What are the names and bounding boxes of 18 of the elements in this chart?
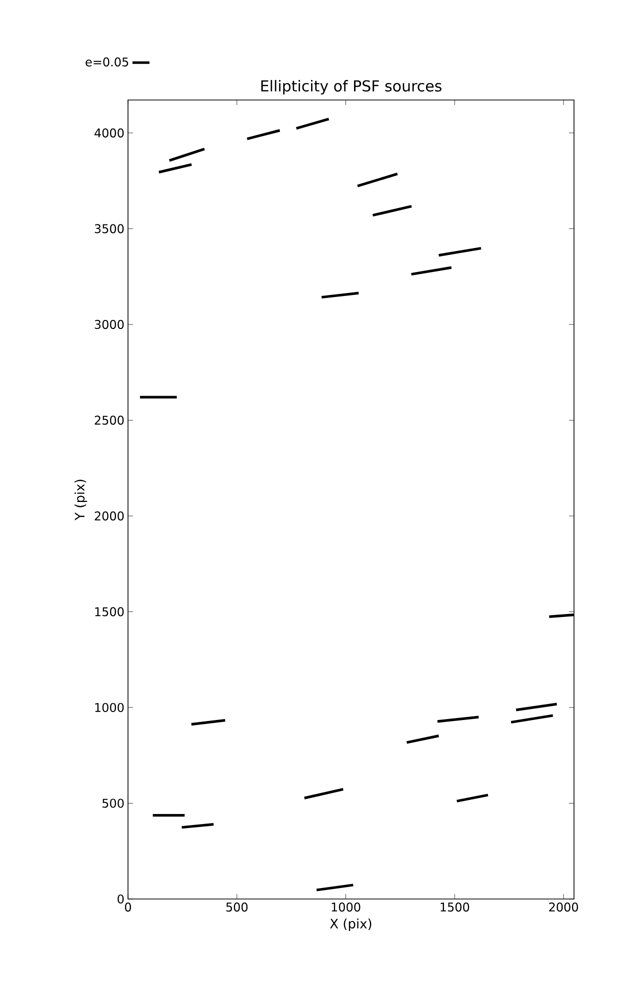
y-tick-label: 3000 (94, 320, 124, 329)
y-tick-label: 3500 (94, 224, 124, 234)
y-tick-label: 0 (118, 894, 124, 904)
x-tick-label: 1000 (332, 902, 360, 912)
x-tick-label: 1500 (440, 902, 470, 912)
x-tick-label: 2000 (549, 902, 578, 912)
y-tick-label: 500 (102, 798, 124, 808)
y-axis-title: Y (pix) (74, 480, 88, 520)
legend-label: e=0.05 (86, 57, 128, 67)
x-tick-label: 500 (226, 902, 248, 912)
y-tick-label: 4000 (94, 128, 124, 138)
y-tick-label: 1000 (95, 702, 124, 712)
x-axis-title: X (pix) (330, 918, 372, 932)
y-tick-label: 2500 (94, 416, 124, 425)
y-tick-label: 2000 (94, 511, 124, 521)
x-tick-label: 0 (124, 902, 132, 912)
chart-title: Ellipticity of PSF sources (261, 80, 442, 94)
y-tick-label: 1500 (95, 607, 124, 616)
